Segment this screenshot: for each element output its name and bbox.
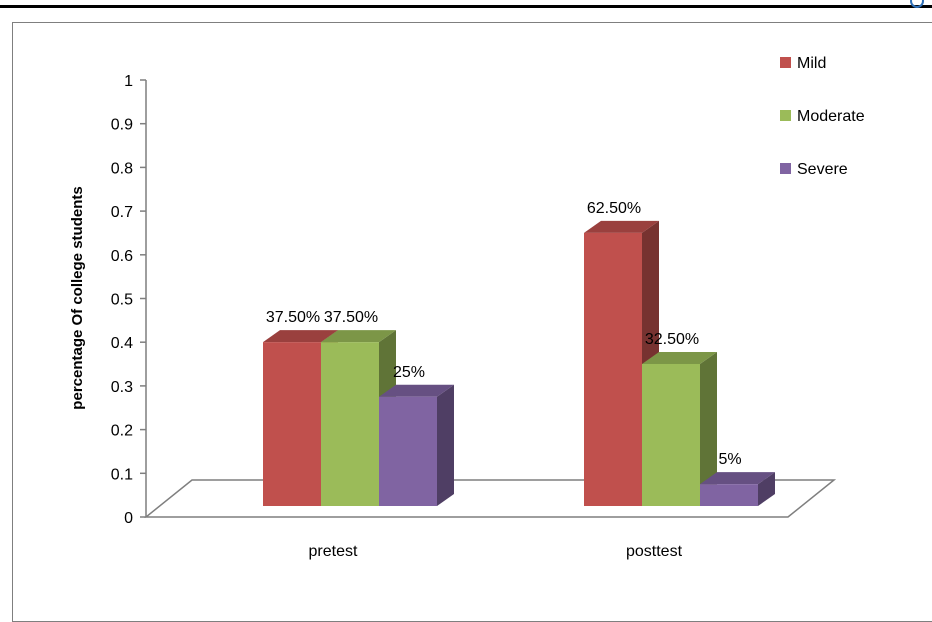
x-category-label: pretest [309, 543, 358, 560]
data-label: 62.50% [587, 200, 641, 217]
bar-chart: percentage Of college students 0 0.1 0.2 0.… [69, 55, 865, 560]
legend-label: Severe [797, 161, 848, 178]
bar-front [263, 342, 321, 506]
page-top-rule [0, 0, 932, 8]
bar-top [321, 330, 396, 343]
y-tick-label: 1 [124, 73, 133, 90]
bar-top [263, 330, 338, 343]
bars [263, 220, 775, 506]
bar-top [584, 220, 659, 233]
legend-swatch [780, 57, 791, 68]
data-label: 32.50% [645, 331, 699, 348]
bar-moderate-posttest [642, 351, 717, 506]
data-label: 37.50% [266, 309, 320, 326]
y-tick-label: 0.6 [111, 248, 133, 265]
y-tick-label: 0.9 [111, 117, 133, 134]
bar-top [642, 351, 717, 364]
bar-front [321, 342, 379, 506]
y-tick-label: 0.4 [111, 335, 133, 352]
y-tick-label: 0.3 [111, 379, 133, 396]
legend: Mild Moderate Severe [780, 55, 865, 178]
x-category-label: posttest [626, 543, 683, 560]
bar-top [700, 472, 775, 485]
data-labels: 37.50% 37.50% 25% 62.50% 32.50% 5% [266, 200, 742, 468]
bar-side [758, 472, 775, 506]
bar-severe-posttest [700, 472, 775, 506]
legend-swatch [780, 110, 791, 121]
category-labels: pretest posttest [309, 543, 683, 560]
header-accent-mark [910, 0, 924, 8]
floor-plane [143, 479, 837, 518]
legend-label: Mild [797, 55, 826, 72]
bar-front [700, 484, 758, 506]
legend-item-severe: Severe [780, 161, 848, 178]
y-tick-label: 0.5 [111, 292, 133, 309]
bar-side [437, 384, 454, 506]
bar-top [379, 384, 454, 397]
y-tick-label: 0.8 [111, 160, 133, 177]
y-tick-label: 0 [124, 510, 133, 527]
bar-front [379, 396, 437, 506]
bar-severe-pretest [379, 384, 454, 506]
data-label: 37.50% [324, 309, 378, 326]
y-tick-label: 0.7 [111, 204, 133, 221]
y-axis: 0 0.1 0.2 0.3 0.4 0.5 0.6 0.7 0.8 0.9 1 [111, 73, 147, 527]
data-label: 5% [718, 451, 741, 468]
legend-label: Moderate [797, 108, 865, 125]
bar-front [584, 232, 642, 506]
bar-side [700, 351, 717, 506]
legend-swatch [780, 163, 791, 174]
chart-floor [143, 479, 837, 518]
y-tick-label: 0.2 [111, 423, 133, 440]
y-tick-label: 0.1 [111, 466, 133, 483]
legend-item-mild: Mild [780, 55, 826, 72]
data-label: 25% [393, 364, 425, 381]
legend-item-moderate: Moderate [780, 108, 865, 125]
bar-front [642, 363, 700, 506]
y-axis-label: percentage Of college students [69, 186, 86, 409]
